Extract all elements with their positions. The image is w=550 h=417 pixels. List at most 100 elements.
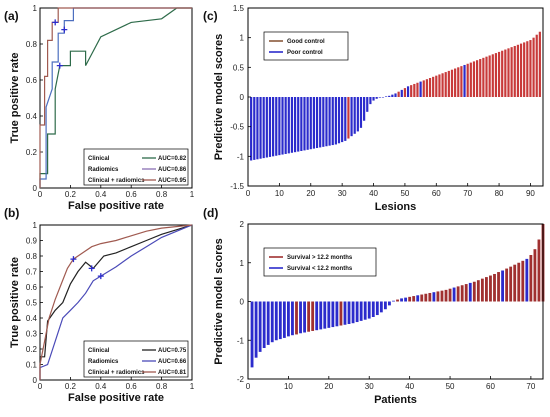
bar [456,286,460,302]
bar [525,258,529,302]
bar [493,273,496,302]
bar [341,97,344,143]
bar [406,86,410,97]
bar [270,301,274,343]
bar [359,97,363,128]
bar [420,294,424,302]
y-axis-label: Predictive model scores [213,34,225,161]
bar [447,70,450,97]
bar [440,290,444,302]
legend-series-name: Survival > 12.2 months [287,255,353,261]
bar [335,301,339,327]
bar [509,266,513,302]
y-tick-label: 0.6 [26,283,38,292]
bar [284,97,287,154]
x-tick-label: 0.4 [95,382,107,391]
bar [403,88,407,97]
bar [392,300,395,302]
bar [379,301,383,313]
bar [472,281,476,302]
bar [339,301,343,326]
bar [297,97,300,152]
legend-series-name: Radiomics [88,359,119,365]
bar [331,301,335,328]
bar [400,89,403,97]
bar [293,97,297,153]
x-tick-label: 80 [495,189,504,198]
bar [463,64,466,97]
bar [504,49,507,97]
y-tick-label: 1 [240,34,245,43]
bar [505,268,509,302]
bar [413,83,416,97]
bar [295,301,298,335]
bar [538,31,541,98]
bar [272,97,275,157]
bar [337,97,341,144]
bar [394,93,397,97]
x-tick-label: 30 [338,189,347,198]
bar [344,97,347,141]
bar [526,41,529,97]
bar [396,299,399,302]
bar [359,301,363,321]
bar [466,63,469,97]
bar [501,50,504,97]
bar [476,280,480,302]
bar [397,91,400,97]
x-tick-label: 50 [446,382,455,391]
bar [355,301,359,323]
x-tick-label: 0.2 [65,190,77,199]
x-tick-label: 70 [526,382,535,391]
legend-auc: AUC=0.82 [158,156,187,162]
x-tick-label: 30 [365,382,374,391]
legend-series-name: Clinical + radiomics [88,178,145,184]
x-tick-label: 10 [275,189,284,198]
bar [303,301,306,333]
bar [291,301,294,336]
bar [529,40,532,97]
bar [497,272,500,302]
bar [331,97,334,146]
roc-curve-clinical [39,7,192,188]
y-tick-label: -1.5 [230,182,244,191]
bar [521,260,525,302]
bar [366,97,369,112]
bar [367,301,371,319]
bar [510,47,513,97]
y-tick-label: 0.8 [26,40,38,49]
bar [262,301,266,348]
operating-point-marker [61,26,68,33]
bar [438,74,441,97]
y-tick-label: -2 [237,375,245,384]
bar [351,301,355,324]
legend-series-name: Clinical [88,156,110,162]
panel-label-a: (a) [4,9,19,23]
legend-series-name: Poor control [287,50,323,56]
legend-series-name: Good control [287,39,325,45]
bar [485,277,488,302]
bar [307,301,311,332]
bar [256,97,259,160]
bar [485,56,488,97]
bar [482,57,485,97]
x-tick-label: 0 [38,190,43,199]
bar [303,97,306,151]
x-tick-label: 0.8 [156,190,168,199]
bar [258,301,262,352]
panel-b: (b) 0 0.2 0.4 0.6 0.8 1 0 0.1 0.2 0.3 0.4 0.5 0.6 0.7 0… [4,206,195,404]
y-tick-label: -1 [237,152,245,161]
x-tick-label: 0.4 [95,190,107,199]
y-tick-label: 0.2 [26,345,38,354]
bar [259,97,262,159]
bar [250,97,253,161]
x-tick-label: 0.8 [156,382,168,391]
bar [494,53,498,97]
bar [322,97,325,147]
x-tick-label: 1 [190,382,195,391]
operating-point-marker [56,62,63,69]
roc-curve-clinical-radiomics [39,7,192,188]
operating-point-marker [70,256,77,263]
bar [507,48,510,97]
bar [472,61,476,97]
